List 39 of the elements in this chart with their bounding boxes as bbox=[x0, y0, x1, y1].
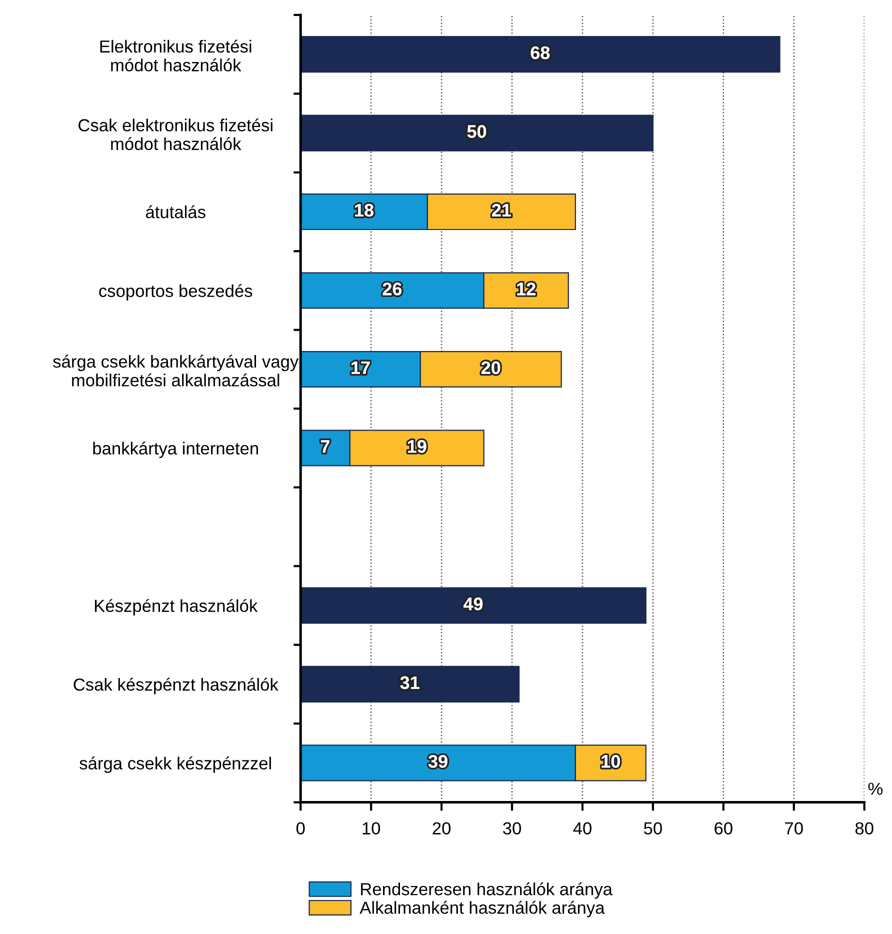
y-tick-label: Elektronikus fizetési módot használók bbox=[100, 40, 252, 72]
data-label: 31 bbox=[400, 676, 420, 690]
y-tick-label: csoportos beszedés bbox=[99, 284, 252, 301]
y-tick-label: sárga csekk készpénzzel bbox=[80, 756, 271, 773]
data-label: 19 bbox=[408, 440, 426, 453]
data-label: 50 bbox=[467, 125, 486, 138]
data-label: 49 bbox=[463, 598, 483, 610]
x-tick-label: 70 bbox=[785, 822, 803, 835]
y-tick-label: Csak készpénzt használók bbox=[74, 678, 278, 694]
x-tick-label: 60 bbox=[714, 822, 732, 835]
bar bbox=[300, 114, 654, 152]
bar bbox=[300, 666, 520, 702]
data-label: 12 bbox=[517, 282, 536, 296]
x-tick-label: 10 bbox=[362, 822, 380, 835]
data-label: 26 bbox=[382, 282, 402, 296]
y-tick-label: átutalás bbox=[146, 205, 206, 218]
y-tick-label: sárga csekk bankkártyával vagy mobilfizetési alkalmazással bbox=[53, 354, 299, 386]
x-tick-label: 0 bbox=[296, 822, 305, 835]
data-label: 7 bbox=[321, 440, 330, 453]
x-axis-title: % bbox=[868, 782, 883, 795]
data-label: 10 bbox=[602, 755, 620, 768]
bar bbox=[300, 587, 646, 624]
y-tick-label: bankkártya interneten bbox=[93, 442, 258, 458]
y-tick-label: Készpénzt használók bbox=[95, 599, 258, 616]
x-tick-label: 40 bbox=[573, 822, 592, 835]
legend-label: Alkalmanként használók aránya bbox=[360, 900, 605, 918]
data-label: 39 bbox=[428, 755, 448, 768]
data-label: 17 bbox=[352, 362, 370, 374]
bar bbox=[300, 36, 780, 73]
x-tick-label: 20 bbox=[432, 822, 451, 835]
data-label: 18 bbox=[355, 204, 374, 217]
x-tick-label: 80 bbox=[855, 822, 874, 835]
legend-label: Rendszeresen használók aránya bbox=[361, 882, 612, 899]
data-label: 68 bbox=[530, 46, 550, 60]
data-label: 20 bbox=[481, 361, 500, 374]
y-tick-label: Csak elektronikus fizetési módot használók bbox=[78, 118, 272, 150]
x-tick-label: 50 bbox=[644, 822, 662, 835]
data-label: 21 bbox=[492, 204, 511, 216]
x-tick-label: 30 bbox=[503, 822, 521, 835]
